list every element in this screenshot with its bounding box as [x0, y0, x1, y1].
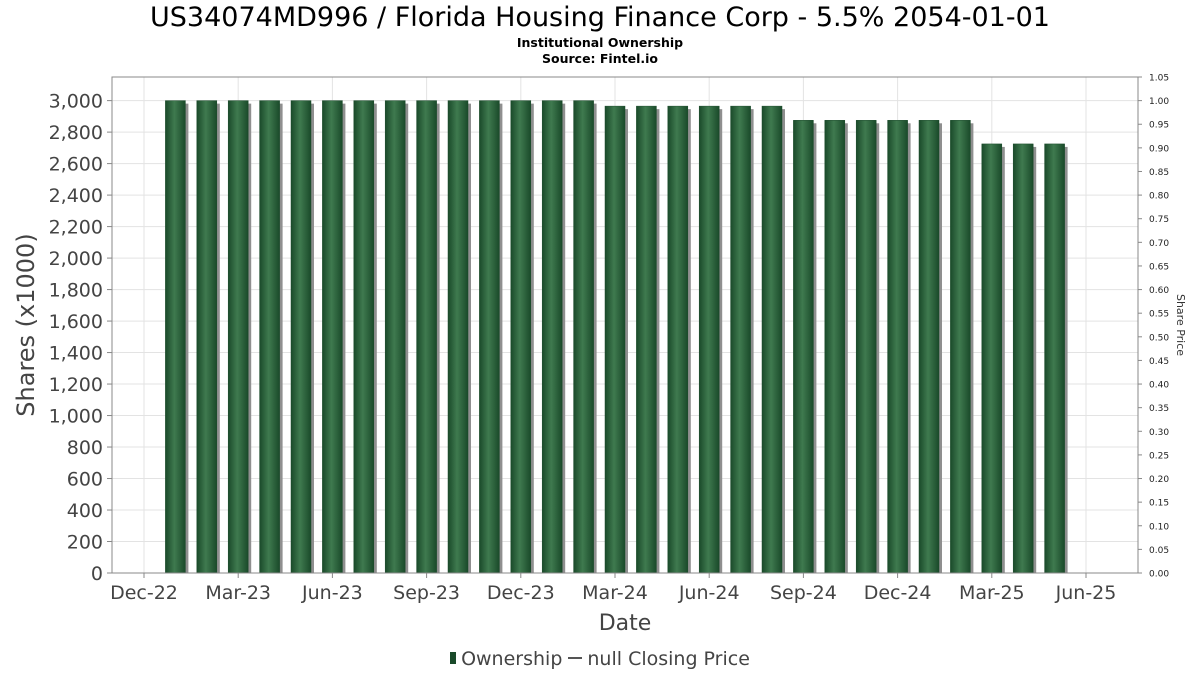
- y-tick-label: 2,600: [49, 154, 103, 176]
- secondary-y-axis: 0.00 0.05 0.10 0.15 0.20 0.25 0.30 0.35 0.40 0.45…: [1138, 74, 1169, 580]
- bar: [730, 105, 751, 574]
- bar: [447, 100, 469, 574]
- bars: [165, 100, 1068, 574]
- bar: [479, 100, 500, 574]
- chart-subtitle: Institutional Ownership: [516, 35, 684, 50]
- bar: [855, 120, 877, 574]
- y2-tick-label: 0.05: [1149, 546, 1169, 556]
- legend-price-label: null Closing Price: [587, 648, 750, 670]
- y2-tick-label: 0.15: [1149, 499, 1169, 509]
- x-tick-label: Jun-24: [678, 582, 740, 604]
- bar: [510, 100, 532, 574]
- x-tick-label: Sep-23: [393, 582, 460, 604]
- bar: [416, 100, 437, 574]
- bar: [290, 100, 312, 574]
- y2-tick-label: 0.75: [1149, 215, 1169, 225]
- x-tick-label: Mar-24: [582, 582, 648, 604]
- y-tick-label: 2,400: [49, 185, 103, 207]
- bar: [950, 120, 971, 574]
- y-axis-label: Shares (x1000): [12, 233, 40, 416]
- bar: [384, 100, 406, 574]
- bar: [824, 120, 846, 574]
- y2-tick-label: 0.40: [1149, 381, 1169, 391]
- ownership-chart: 0 200 400 600 800 1,000 1,200 1,400 1,600 1,800 2,…: [12, 74, 1187, 637]
- bar: [196, 100, 218, 574]
- bar: [259, 100, 280, 574]
- y2-tick-label: 0.45: [1149, 357, 1169, 367]
- y2-tick-label: 0.20: [1149, 475, 1169, 485]
- y2-tick-label: 0.80: [1149, 192, 1169, 202]
- x-tick-label: Dec-24: [864, 582, 932, 604]
- chart-source: Source: Fintel.io: [542, 51, 658, 66]
- legend-ownership-label: Ownership: [461, 648, 563, 670]
- y-tick-label: 1,400: [49, 343, 103, 365]
- plot-area: [111, 76, 1139, 574]
- bar: [793, 120, 814, 574]
- legend: Ownership null Closing Price: [0, 648, 1200, 670]
- bar: [698, 105, 720, 574]
- y-tick-label: 800: [67, 437, 103, 459]
- y-tick-label: 1,200: [49, 374, 103, 396]
- price-legend-swatch: [568, 657, 583, 659]
- y-axis: 0 200 400 600 800 1,000 1,200 1,400 1,600 1,800 2,…: [49, 91, 112, 585]
- bar: [165, 100, 186, 574]
- x-tick-label: Jun-25: [1055, 582, 1117, 604]
- y2-tick-label: 0.70: [1149, 239, 1169, 249]
- bar: [981, 143, 1003, 574]
- bar: [322, 100, 343, 574]
- y-tick-label: 200: [67, 532, 103, 554]
- x-axis-label: Date: [599, 611, 652, 636]
- y2-tick-label: 0.95: [1149, 121, 1169, 131]
- x-tick-label: Dec-22: [110, 582, 178, 604]
- secondary-y-axis-label: Share Price: [1174, 294, 1187, 356]
- x-tick-label: Dec-23: [487, 582, 555, 604]
- bar: [1044, 143, 1065, 574]
- y2-tick-label: 0.00: [1149, 570, 1169, 580]
- bar: [761, 105, 783, 574]
- y-tick-label: 2,200: [49, 217, 103, 239]
- y-tick-label: 2,800: [49, 122, 103, 144]
- y2-tick-label: 0.35: [1149, 404, 1169, 414]
- bar: [887, 120, 908, 574]
- ownership-legend-swatch: [450, 652, 457, 664]
- bar: [636, 105, 657, 574]
- y2-tick-label: 0.55: [1149, 310, 1169, 320]
- bar: [541, 100, 563, 574]
- bar: [573, 100, 594, 574]
- y-tick-label: 1,600: [49, 311, 103, 333]
- y2-tick-label: 0.50: [1149, 333, 1169, 343]
- x-tick-label: Mar-25: [959, 582, 1025, 604]
- chart-title: US34074MD996 / Florida Housing Finance C…: [150, 2, 1050, 33]
- bar: [604, 105, 626, 574]
- y2-tick-label: 0.90: [1149, 144, 1169, 154]
- x-tick-label: Mar-23: [205, 582, 271, 604]
- x-tick-label: Jun-23: [301, 582, 363, 604]
- y-tick-label: 1,000: [49, 406, 103, 428]
- y2-tick-label: 0.30: [1149, 428, 1169, 438]
- y-tick-label: 3,000: [49, 91, 103, 113]
- y2-tick-label: 0.25: [1149, 451, 1169, 461]
- y2-tick-label: 0.10: [1149, 522, 1169, 532]
- y2-tick-label: 0.85: [1149, 168, 1169, 178]
- y-tick-label: 400: [67, 500, 103, 522]
- y-tick-label: 600: [67, 469, 103, 491]
- y2-tick-label: 0.60: [1149, 286, 1169, 296]
- x-axis: Dec-22 Mar-23 Jun-23 Sep-23 Dec-23 Mar-24 Jun-…: [110, 573, 1116, 604]
- y2-tick-label: 1.00: [1149, 97, 1169, 107]
- bar: [667, 105, 689, 574]
- bar: [353, 100, 375, 574]
- y-tick-label: 2,000: [49, 248, 103, 270]
- y-tick-label: 1,800: [49, 280, 103, 302]
- bar: [227, 100, 249, 574]
- y2-tick-label: 1.05: [1149, 74, 1169, 84]
- y-tick-label: 0: [91, 563, 103, 585]
- bar: [918, 120, 940, 574]
- y2-tick-label: 0.65: [1149, 262, 1169, 272]
- x-tick-label: Sep-24: [770, 582, 837, 604]
- bar: [1012, 143, 1034, 574]
